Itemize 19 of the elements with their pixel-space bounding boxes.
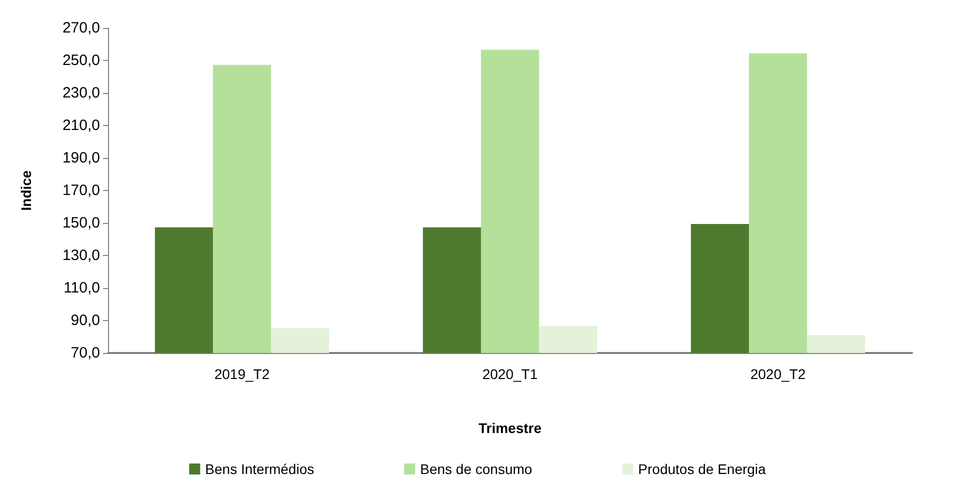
x-axis-title: Trimestre bbox=[478, 420, 542, 436]
y-tick-label: 130,0 bbox=[62, 247, 100, 264]
y-tick-label: 90,0 bbox=[70, 312, 100, 329]
y-tick-label: 250,0 bbox=[62, 52, 100, 69]
legend-label: Produtos de Energia bbox=[638, 461, 766, 477]
x-tick-label: 2020_T2 bbox=[750, 366, 806, 382]
legend-label: Bens de consumo bbox=[420, 461, 532, 477]
y-tick-label: 230,0 bbox=[62, 84, 100, 102]
y-axis-title: Indice bbox=[18, 170, 34, 211]
y-tick-label: 70,0 bbox=[70, 344, 100, 362]
y-tick-label: 190,0 bbox=[62, 150, 100, 166]
y-tick-label: 170,0 bbox=[62, 182, 100, 199]
x-tick-label: 2020_T1 bbox=[482, 366, 538, 382]
y-tick-label: 270,0 bbox=[62, 20, 100, 36]
y-tick-label: 150,0 bbox=[62, 214, 100, 232]
legend-label: Bens Intermédios bbox=[205, 461, 314, 477]
y-tick-label: 110,0 bbox=[64, 280, 100, 296]
y-tick-label: 210,0 bbox=[62, 117, 100, 134]
x-tick-label: 2019_T2 bbox=[214, 366, 270, 382]
